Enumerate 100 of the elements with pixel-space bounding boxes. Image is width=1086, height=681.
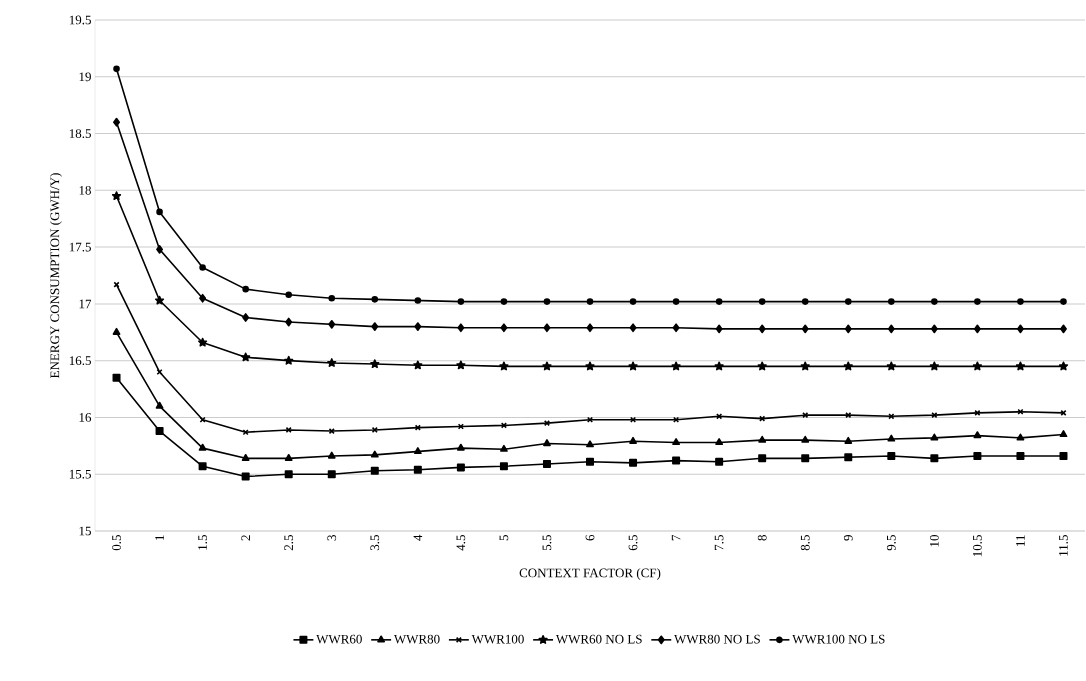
point [671, 361, 681, 371]
x-tick-label: 2 [241, 535, 250, 541]
point [457, 323, 465, 333]
point [112, 373, 121, 382]
y-tick-label: 19.5 [69, 15, 91, 25]
x-tick-label: 6 [585, 534, 595, 541]
x-tick-label: 10 [929, 535, 939, 547]
point [758, 324, 766, 334]
x-tick-label: 5.5 [542, 535, 552, 551]
point [285, 317, 293, 327]
point [199, 264, 206, 271]
point [974, 298, 981, 305]
y-tick-label: 15 [79, 526, 91, 536]
point [111, 191, 122, 201]
y-tick-label: 18 [79, 185, 91, 195]
point [845, 412, 852, 419]
x-axis-title: CONTEXT FACTOR (CF) [519, 568, 661, 580]
point [1015, 361, 1026, 371]
point [1058, 361, 1069, 371]
point [543, 323, 551, 333]
legend-label: WWR80 [393, 634, 440, 644]
point [456, 360, 466, 370]
point [285, 291, 292, 299]
x-tick-label: 9 [843, 535, 853, 541]
point [328, 294, 336, 302]
point [973, 431, 982, 439]
point [930, 454, 939, 463]
point [801, 324, 809, 334]
point [198, 462, 207, 471]
point [586, 457, 595, 466]
point [284, 453, 293, 461]
point [758, 435, 767, 443]
point [284, 355, 294, 365]
point [413, 465, 422, 474]
point [715, 438, 724, 446]
point [931, 298, 938, 305]
point [629, 436, 637, 444]
point [500, 298, 508, 305]
point [629, 298, 637, 305]
x-tick-label: 3.5 [370, 535, 380, 551]
x-tick-label: 5 [499, 535, 509, 541]
point [199, 416, 206, 423]
point [802, 412, 809, 419]
point [456, 443, 465, 451]
point [844, 298, 852, 305]
y-tick-label: 16.5 [69, 356, 91, 366]
point [672, 323, 680, 333]
x-tick-label: 1.5 [198, 535, 207, 550]
point [1060, 298, 1067, 305]
x-tick-label: 8 [757, 535, 767, 541]
point [413, 447, 422, 455]
point [543, 420, 551, 427]
point [629, 458, 638, 467]
point [628, 361, 638, 371]
point [844, 436, 853, 444]
x-tick-label: 1 [155, 535, 164, 540]
point [758, 454, 767, 463]
point [500, 444, 508, 452]
x-tick-label: 11 [1016, 535, 1025, 546]
point [371, 296, 379, 303]
point [1017, 298, 1024, 305]
x-tick-label: 10.5 [972, 535, 982, 557]
point [715, 457, 724, 466]
legend-label: WWR60 [316, 634, 362, 644]
point [542, 361, 552, 371]
x-tick-label: 9.5 [886, 535, 896, 551]
point [327, 451, 336, 459]
point [370, 359, 380, 369]
point [1059, 452, 1068, 461]
point [930, 433, 939, 441]
point [284, 470, 293, 479]
point [586, 440, 594, 448]
point [801, 435, 810, 443]
y-tick-label: 17 [79, 299, 92, 309]
point [888, 413, 895, 420]
point [629, 323, 637, 333]
point [113, 65, 120, 73]
point [715, 324, 723, 334]
x-tick-label: 8.5 [800, 535, 810, 551]
point [1016, 324, 1024, 334]
x-tick-label: 3 [327, 535, 337, 541]
point [586, 298, 594, 305]
point [1059, 324, 1067, 334]
y-axis-title: ENERGY CONSUMPTION (GWH/Y) [50, 173, 62, 379]
point [198, 443, 207, 451]
point [887, 324, 895, 334]
point [155, 401, 164, 409]
point [371, 322, 379, 331]
point [801, 298, 809, 305]
x-tick-label: 7 [671, 534, 681, 541]
point [413, 360, 423, 370]
point [672, 298, 680, 305]
legend-label: WWR100 [471, 634, 524, 644]
y-tick-label: 15.5 [69, 469, 91, 479]
x-tick-label: 11.5 [1059, 535, 1068, 556]
point [887, 434, 896, 442]
point [328, 319, 336, 329]
point [973, 324, 981, 334]
point [887, 452, 896, 461]
point [327, 358, 337, 367]
